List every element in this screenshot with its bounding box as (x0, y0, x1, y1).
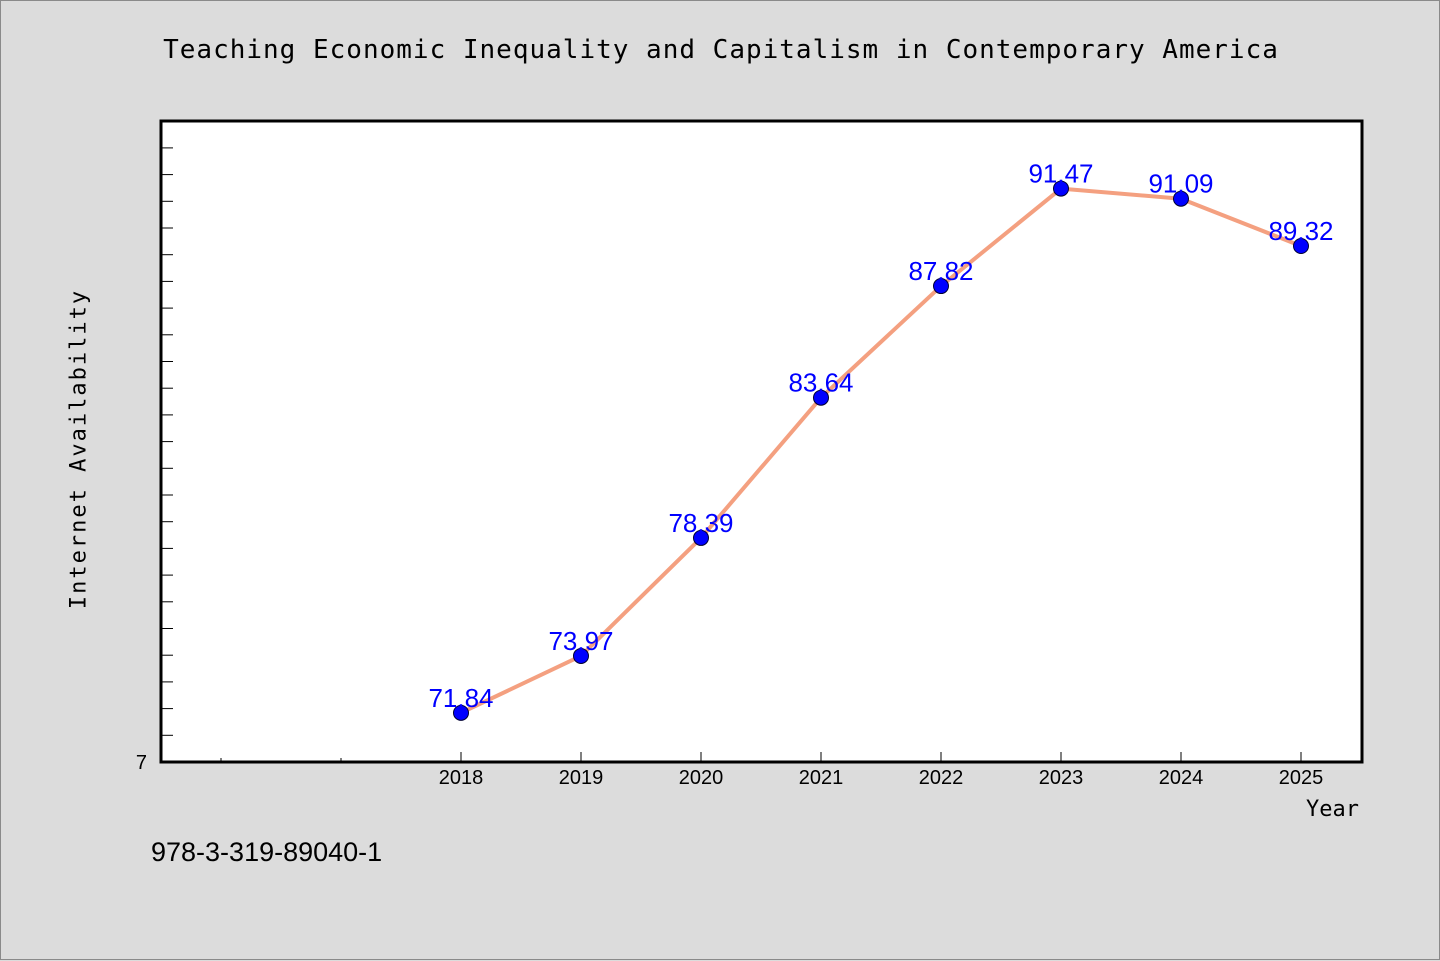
data-point (1293, 237, 1309, 254)
isbn-text: 978-3-319-89040-1 (151, 837, 383, 867)
data-point (813, 389, 829, 406)
plot-frame (159, 119, 1364, 764)
chart-title: Teaching Economic Inequality and Capital… (163, 35, 1279, 65)
x-tick-label: 2019 (559, 767, 604, 789)
x-axis-label: Year (1306, 797, 1359, 822)
x-tick-label: 2018 (439, 767, 484, 789)
data-point (573, 647, 589, 664)
x-tick-label: 2025 (1279, 767, 1324, 789)
x-tick-label: 2021 (799, 767, 844, 789)
data-label: 83.64 (788, 368, 853, 398)
data-label: 73.97 (548, 626, 613, 656)
data-point (453, 704, 469, 721)
data-point (693, 529, 709, 546)
data-label: 71.84 (428, 683, 493, 713)
data-point (1173, 190, 1189, 207)
data-label: 91.47 (1028, 159, 1093, 189)
data-label: 89.32 (1268, 216, 1333, 246)
x-tick-label: 2024 (1159, 767, 1204, 789)
y-tick-label: 7 (136, 752, 147, 774)
data-label: 78.39 (668, 508, 733, 538)
series-line (460, 186, 1302, 715)
x-tick-label: 2023 (1039, 767, 1084, 789)
data-label: 91.09 (1148, 169, 1213, 199)
data-point (1053, 180, 1069, 197)
data-label: 87.82 (908, 256, 973, 286)
data-point (933, 278, 949, 295)
x-tick-label: 2022 (919, 767, 964, 789)
x-tick-label: 2020 (679, 767, 724, 789)
